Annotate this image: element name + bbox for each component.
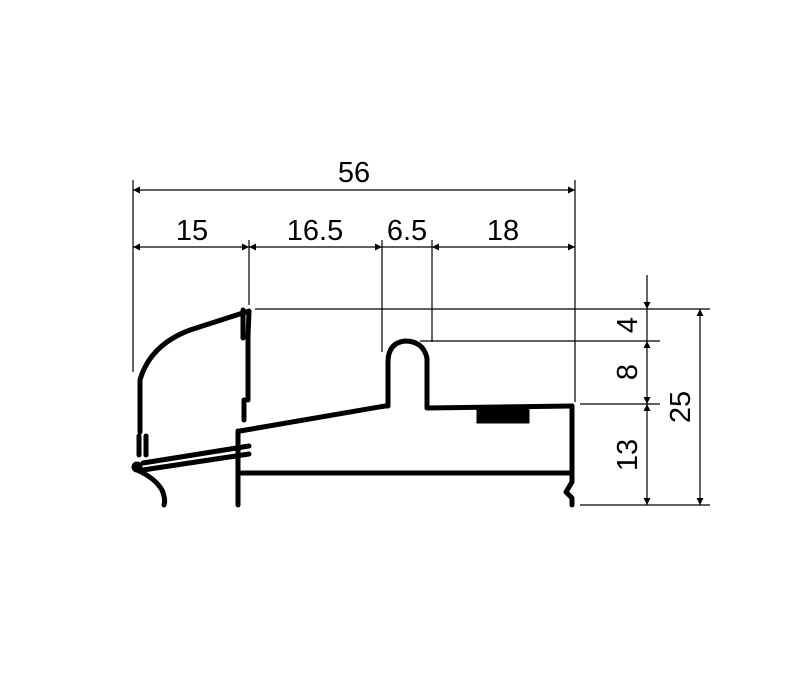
dim-segment-2-label: 16.5 — [287, 215, 343, 247]
dimension-vertical: 4 8 13 25 — [612, 275, 704, 505]
dim-segment-4-label: 18 — [487, 215, 519, 247]
profile-shape — [131, 307, 575, 508]
left-cap-outline — [137, 308, 252, 431]
dim-segment-1-label: 15 — [176, 215, 208, 247]
right-wall — [563, 403, 575, 508]
extension-lines — [132, 180, 710, 506]
dim-vertical-8-label: 8 — [612, 364, 644, 380]
dimension-segments: 15 16.5 6.5 18 — [133, 215, 575, 251]
dim-vertical-4-label: 4 — [612, 317, 644, 333]
dim-overall-height-label: 25 — [665, 391, 697, 423]
dim-vertical-13-label: 13 — [612, 439, 644, 471]
dim-segment-3-label: 6.5 — [387, 215, 427, 247]
gasket-strip — [476, 407, 530, 424]
dimension-overall-width: 56 — [133, 157, 575, 194]
main-body-top — [237, 338, 575, 434]
dim-overall-width-label: 56 — [338, 157, 370, 189]
